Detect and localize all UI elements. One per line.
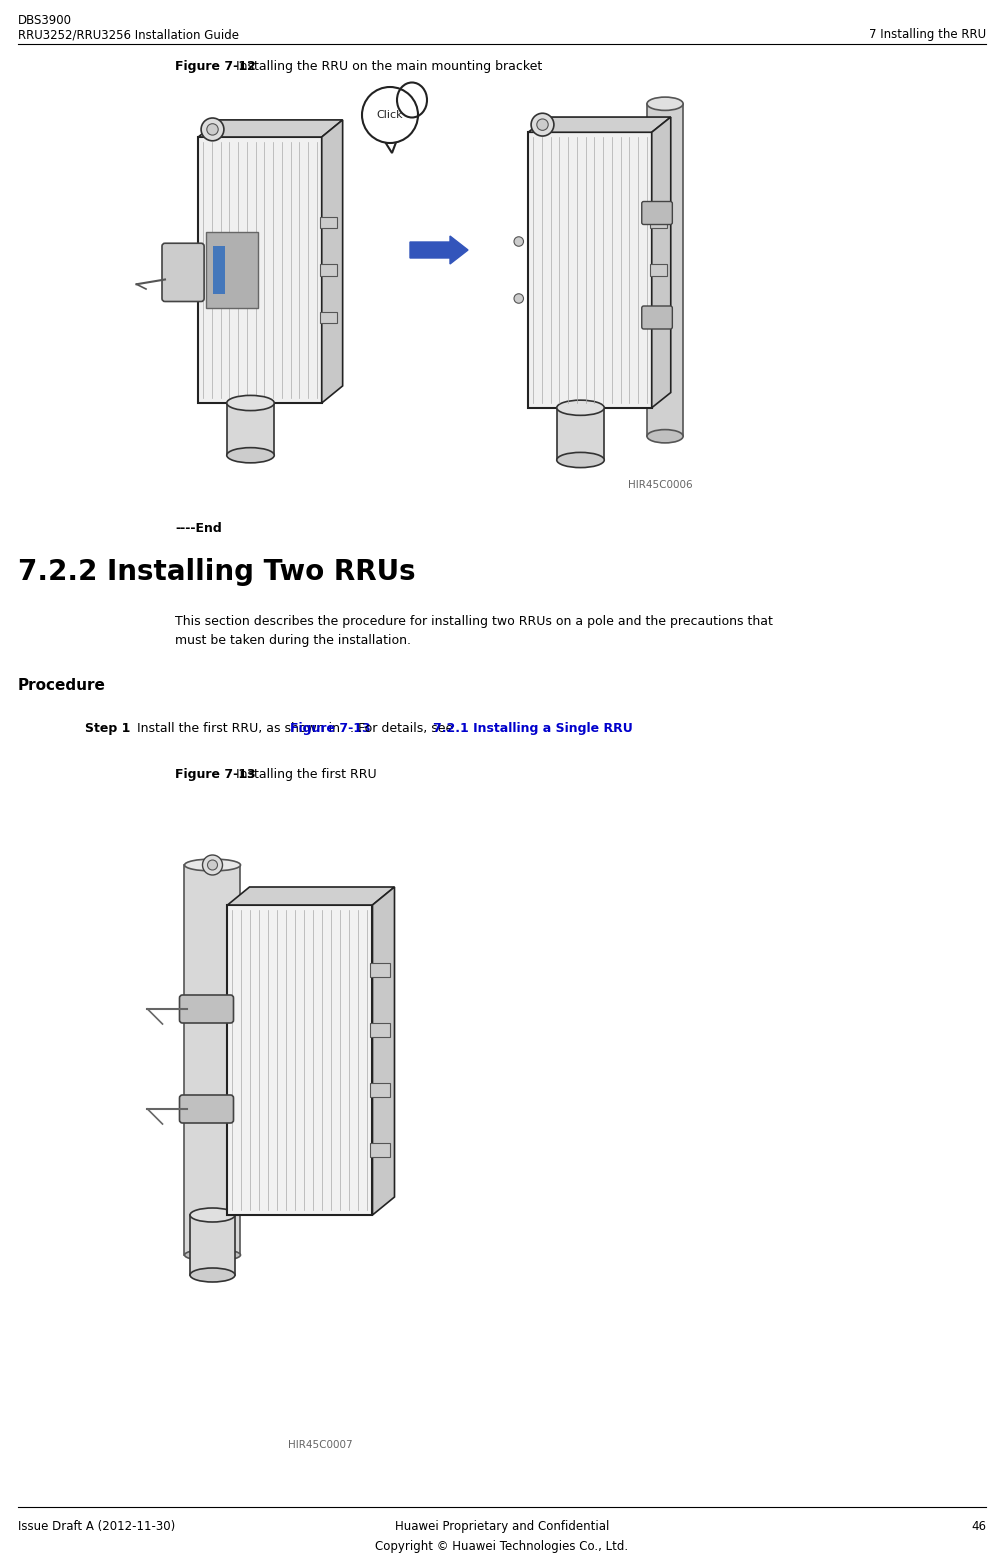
Polygon shape: [528, 117, 670, 132]
Text: 7.2.2 Installing Two RRUs: 7.2.2 Installing Two RRUs: [18, 557, 415, 586]
FancyBboxPatch shape: [641, 202, 672, 224]
Text: DBS3900: DBS3900: [18, 14, 72, 27]
Text: Huawei Proprietary and Confidential: Huawei Proprietary and Confidential: [394, 1521, 609, 1533]
Text: .: .: [611, 722, 615, 734]
FancyBboxPatch shape: [641, 305, 672, 329]
Text: HIR45C0007: HIR45C0007: [288, 1441, 352, 1450]
Circle shape: [203, 855, 223, 875]
Ellipse shape: [227, 395, 274, 410]
Polygon shape: [321, 121, 342, 402]
Text: . For details, see: . For details, see: [350, 722, 456, 734]
Text: 7 Installing the RRU: 7 Installing the RRU: [868, 28, 985, 41]
Text: 46: 46: [970, 1521, 985, 1533]
Bar: [319, 312, 337, 323]
Ellipse shape: [190, 1207, 235, 1221]
Ellipse shape: [557, 453, 604, 468]
Text: Click: Click: [376, 110, 403, 121]
FancyArrow shape: [409, 236, 467, 265]
Text: ----End: ----End: [175, 521, 222, 536]
Bar: [649, 216, 666, 229]
FancyBboxPatch shape: [180, 994, 234, 1023]
Bar: [649, 312, 666, 323]
Bar: [198, 136, 321, 402]
Bar: [649, 265, 666, 276]
Text: Figure 7-12: Figure 7-12: [175, 60, 256, 74]
Text: HIR45C0006: HIR45C0006: [627, 481, 692, 490]
Text: must be taken during the installation.: must be taken during the installation.: [175, 634, 410, 647]
Bar: [319, 216, 337, 229]
Bar: [557, 407, 604, 460]
FancyBboxPatch shape: [180, 1095, 234, 1123]
Circle shape: [537, 119, 548, 130]
Ellipse shape: [185, 1250, 241, 1261]
Text: Figure 7-13: Figure 7-13: [175, 767, 256, 781]
Polygon shape: [198, 121, 342, 136]
Ellipse shape: [646, 97, 682, 110]
Bar: [185, 864, 241, 1254]
Ellipse shape: [557, 401, 604, 415]
Bar: [228, 905, 372, 1215]
Text: Procedure: Procedure: [18, 678, 105, 694]
Polygon shape: [651, 117, 670, 407]
Bar: [646, 103, 682, 437]
Ellipse shape: [227, 448, 274, 464]
Ellipse shape: [185, 860, 241, 871]
Circle shape: [514, 236, 523, 246]
Circle shape: [207, 124, 218, 135]
Text: Step 1: Step 1: [85, 722, 130, 734]
Text: Figure 7-13: Figure 7-13: [290, 722, 370, 734]
Bar: [319, 265, 337, 276]
FancyBboxPatch shape: [161, 243, 204, 302]
Circle shape: [514, 294, 523, 304]
Bar: [190, 1215, 235, 1275]
Text: Installing the RRU on the main mounting bracket: Installing the RRU on the main mounting …: [232, 60, 542, 74]
Polygon shape: [228, 886, 394, 905]
Bar: [370, 1143, 390, 1157]
Text: RRU3252/RRU3256 Installation Guide: RRU3252/RRU3256 Installation Guide: [18, 28, 239, 41]
Text: Installing the first RRU: Installing the first RRU: [232, 767, 376, 781]
Polygon shape: [372, 886, 394, 1215]
Bar: [528, 132, 651, 407]
Text: This section describes the procedure for installing two RRUs on a pole and the p: This section describes the procedure for…: [175, 615, 772, 628]
Bar: [370, 1084, 390, 1098]
Text: Issue Draft A (2012-11-30): Issue Draft A (2012-11-30): [18, 1521, 176, 1533]
Ellipse shape: [646, 429, 682, 443]
Bar: [213, 246, 225, 294]
Bar: [370, 963, 390, 977]
Circle shape: [362, 88, 417, 143]
Text: 7.2.1 Installing a Single RRU: 7.2.1 Installing a Single RRU: [432, 722, 632, 734]
Bar: [227, 402, 274, 456]
Bar: [370, 1023, 390, 1037]
Circle shape: [201, 117, 224, 141]
Circle shape: [531, 113, 554, 136]
Text: Copyright © Huawei Technologies Co., Ltd.: Copyright © Huawei Technologies Co., Ltd…: [375, 1539, 628, 1553]
Ellipse shape: [190, 1268, 235, 1283]
Polygon shape: [381, 136, 397, 153]
Bar: [206, 232, 258, 309]
Text: Install the first RRU, as shown in: Install the first RRU, as shown in: [125, 722, 344, 734]
Circle shape: [208, 860, 218, 871]
